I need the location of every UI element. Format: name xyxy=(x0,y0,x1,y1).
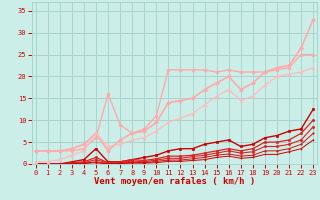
X-axis label: Vent moyen/en rafales ( km/h ): Vent moyen/en rafales ( km/h ) xyxy=(94,177,255,186)
